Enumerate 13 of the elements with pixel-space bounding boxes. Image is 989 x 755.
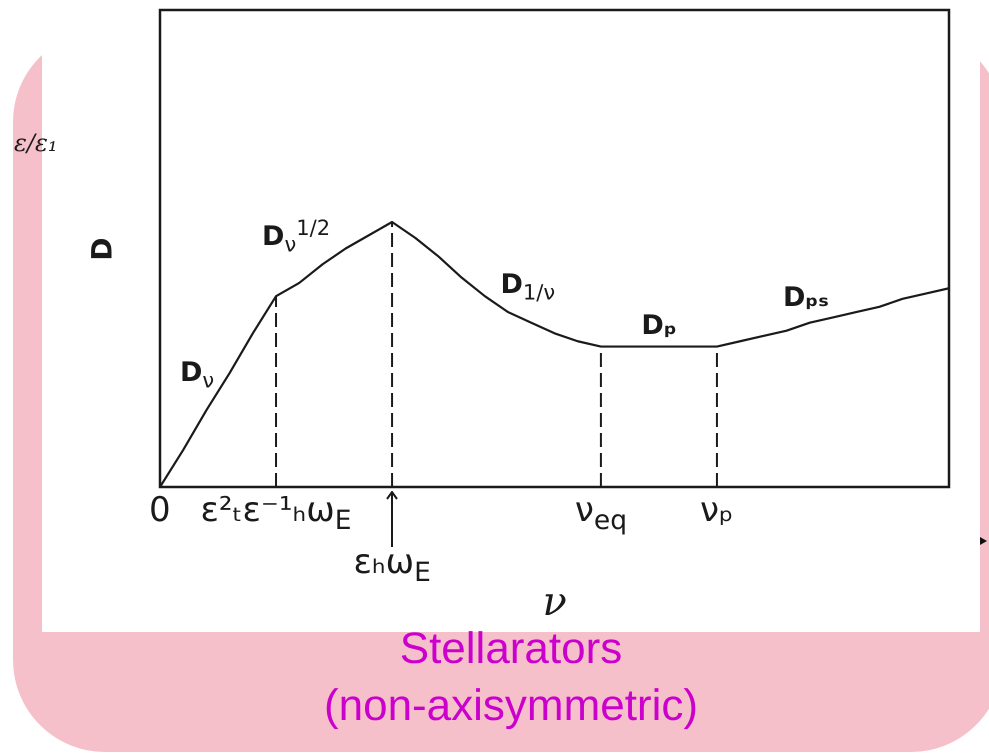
text: ε/ε₁ bbox=[14, 129, 58, 158]
annotation: Dₚₛ bbox=[782, 282, 829, 314]
x-tick-label: ν$_{eq}$ bbox=[574, 490, 628, 536]
x-tick-label: νₚ bbox=[700, 490, 734, 530]
x-axis-title: ν bbox=[542, 579, 567, 625]
text: Stellarators (non-axisymmetric) bbox=[324, 624, 698, 730]
x-tick-label: εₕω$_{E}$ bbox=[354, 542, 431, 588]
annotation: Dₚ bbox=[641, 310, 677, 341]
x-tick-label: ε²ₜε⁻¹ₕω$_{E}$ bbox=[200, 490, 352, 536]
annotation: D$_{1/ν}$ bbox=[500, 269, 556, 305]
y-axis-title: D bbox=[85, 236, 118, 260]
x-tick-label: 0 bbox=[149, 490, 171, 530]
annotation: D$_{ν}$ bbox=[180, 356, 214, 392]
